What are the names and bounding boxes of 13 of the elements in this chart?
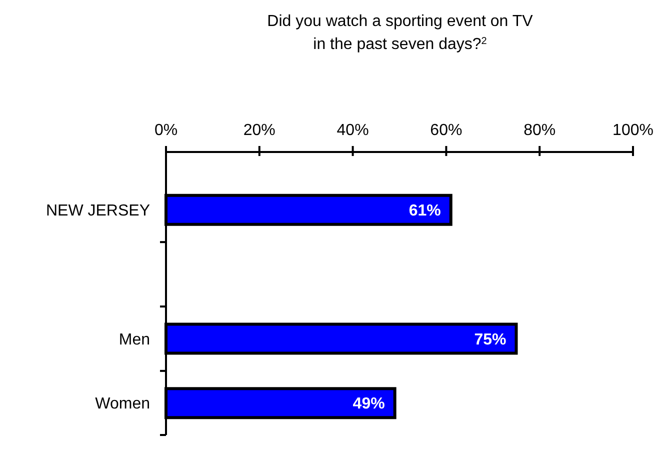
data-label: 75%	[474, 331, 506, 348]
y-tick-label: Women	[95, 396, 150, 413]
y-tick-label: NEW JERSEY	[46, 202, 150, 220]
chart-title: Did you watch a sporting event on TV in the past seven days?$^{2}$	[267, 13, 534, 53]
x-tick-label: 0%	[154, 122, 178, 139]
y-tick-label: Men	[118, 331, 150, 348]
x-tick-label: 80%	[524, 122, 556, 139]
x-tick-label: 20%	[243, 122, 276, 139]
data-label: 61%	[408, 202, 441, 220]
x-tick-label: 40%	[336, 122, 369, 139]
data-label: 49%	[352, 396, 385, 413]
x-tick-label: 60%	[430, 122, 462, 139]
x-tick-label: 100%	[612, 122, 654, 139]
